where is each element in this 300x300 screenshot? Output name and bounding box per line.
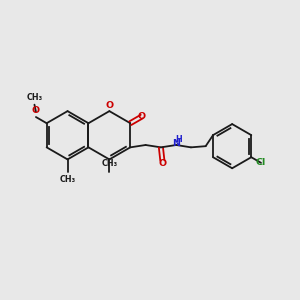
Text: CH₃: CH₃ [59, 175, 76, 184]
Text: N: N [172, 139, 180, 148]
Text: Cl: Cl [256, 158, 266, 167]
Text: O: O [138, 112, 146, 121]
Text: O: O [32, 106, 40, 115]
Text: CH₃: CH₃ [101, 159, 117, 168]
Text: O: O [158, 159, 166, 168]
Text: CH₃: CH₃ [26, 93, 43, 102]
Text: H: H [175, 135, 182, 144]
Text: O: O [105, 101, 113, 110]
